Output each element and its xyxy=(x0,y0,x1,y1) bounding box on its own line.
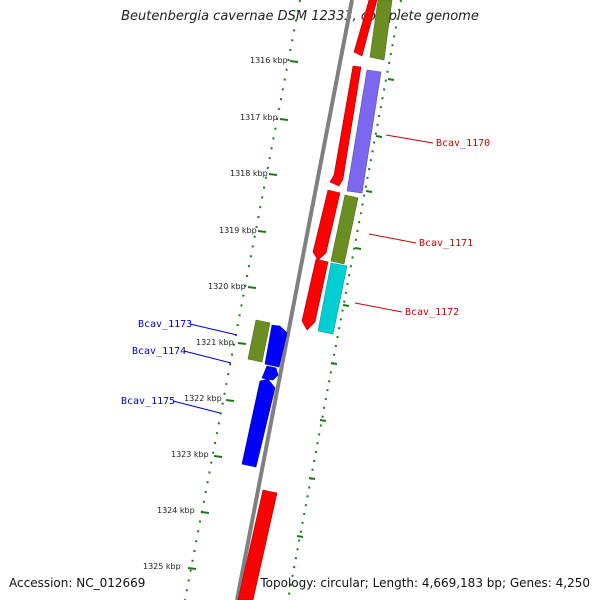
gene-olive[interactable] xyxy=(247,319,271,363)
gene-red[interactable] xyxy=(353,0,378,57)
gene-olive[interactable] xyxy=(369,0,393,61)
scale-label: 1323 kbp xyxy=(171,450,209,459)
gene-red[interactable] xyxy=(237,489,278,600)
gene-red[interactable] xyxy=(312,189,341,261)
gene-label-bcav-1170[interactable]: Bcav_1170 xyxy=(436,138,490,149)
reverse-genes xyxy=(237,319,288,600)
leader-line xyxy=(189,323,238,336)
forward-genes xyxy=(301,0,393,335)
scale-ticks: 1316 kbp 1317 kbp 1318 kbp 1319 kbp 1320… xyxy=(143,56,395,571)
gene-red[interactable] xyxy=(301,258,329,331)
leader-line xyxy=(354,302,403,313)
gene-label-bcav-1174[interactable]: Bcav_1174 xyxy=(132,346,186,357)
gene-label-bcav-1173[interactable]: Bcav_1173 xyxy=(138,319,192,330)
gene-label-bcav-1175[interactable]: Bcav_1175 xyxy=(121,396,175,407)
scale-tick xyxy=(200,511,210,514)
leader-line xyxy=(172,400,221,414)
outer-scale-tick xyxy=(308,477,316,480)
outer-scale-tick xyxy=(330,362,338,365)
scale-label: 1325 kbp xyxy=(143,562,181,571)
gene-blue[interactable] xyxy=(241,378,276,468)
gene-labels: Bcav_1170 Bcav_1171 Bcav_1172 Bcav_1173 … xyxy=(121,138,490,407)
scale-tick xyxy=(257,230,267,233)
scale-tick xyxy=(213,455,223,458)
scale-tick xyxy=(187,567,197,570)
leader-line xyxy=(385,134,434,144)
outer-scale-tick xyxy=(354,247,362,250)
gene-label-bcav-1171[interactable]: Bcav_1171 xyxy=(419,238,473,249)
gene-olive[interactable] xyxy=(330,194,359,265)
scale-label: 1322 kbp xyxy=(184,394,222,403)
gene-slateblue[interactable] xyxy=(346,69,382,194)
outer-scale-tick xyxy=(319,419,327,422)
gene-label-lines xyxy=(172,134,434,414)
outer-tick-track xyxy=(287,0,402,600)
inner-tick-track xyxy=(184,0,301,600)
outer-scale-tick xyxy=(375,135,383,138)
gene-label-bcav-1172[interactable]: Bcav_1172 xyxy=(405,307,459,318)
scale-tick xyxy=(268,173,278,176)
scale-tick xyxy=(247,286,257,289)
gene-cyan[interactable] xyxy=(317,262,348,335)
scale-label: 1316 kbp xyxy=(250,56,288,65)
scale-tick xyxy=(225,399,235,402)
scale-label: 1319 kbp xyxy=(219,226,257,235)
backbone-ring xyxy=(235,0,354,600)
scale-label: 1321 kbp xyxy=(196,338,234,347)
scale-label: 1320 kbp xyxy=(208,282,246,291)
scale-tick xyxy=(289,60,299,63)
genome-summary: Topology: circular; Length: 4,669,183 bp… xyxy=(260,576,590,590)
outer-scale-tick xyxy=(387,78,395,81)
gene-blue[interactable] xyxy=(261,365,279,381)
scale-tick xyxy=(237,342,247,345)
leader-line xyxy=(183,350,232,364)
outer-scale-tick xyxy=(296,535,304,538)
scale-label: 1318 kbp xyxy=(230,169,268,178)
scale-label: 1324 kbp xyxy=(157,506,195,515)
scale-label: 1317 kbp xyxy=(240,113,278,122)
outer-scale-tick xyxy=(342,304,350,307)
outer-scale-tick xyxy=(365,190,373,193)
gene-red[interactable] xyxy=(329,65,362,187)
accession-label: Accession: NC_012669 xyxy=(9,576,146,590)
gene-blue[interactable] xyxy=(264,324,288,368)
leader-line xyxy=(368,233,417,244)
scale-tick xyxy=(279,118,289,121)
